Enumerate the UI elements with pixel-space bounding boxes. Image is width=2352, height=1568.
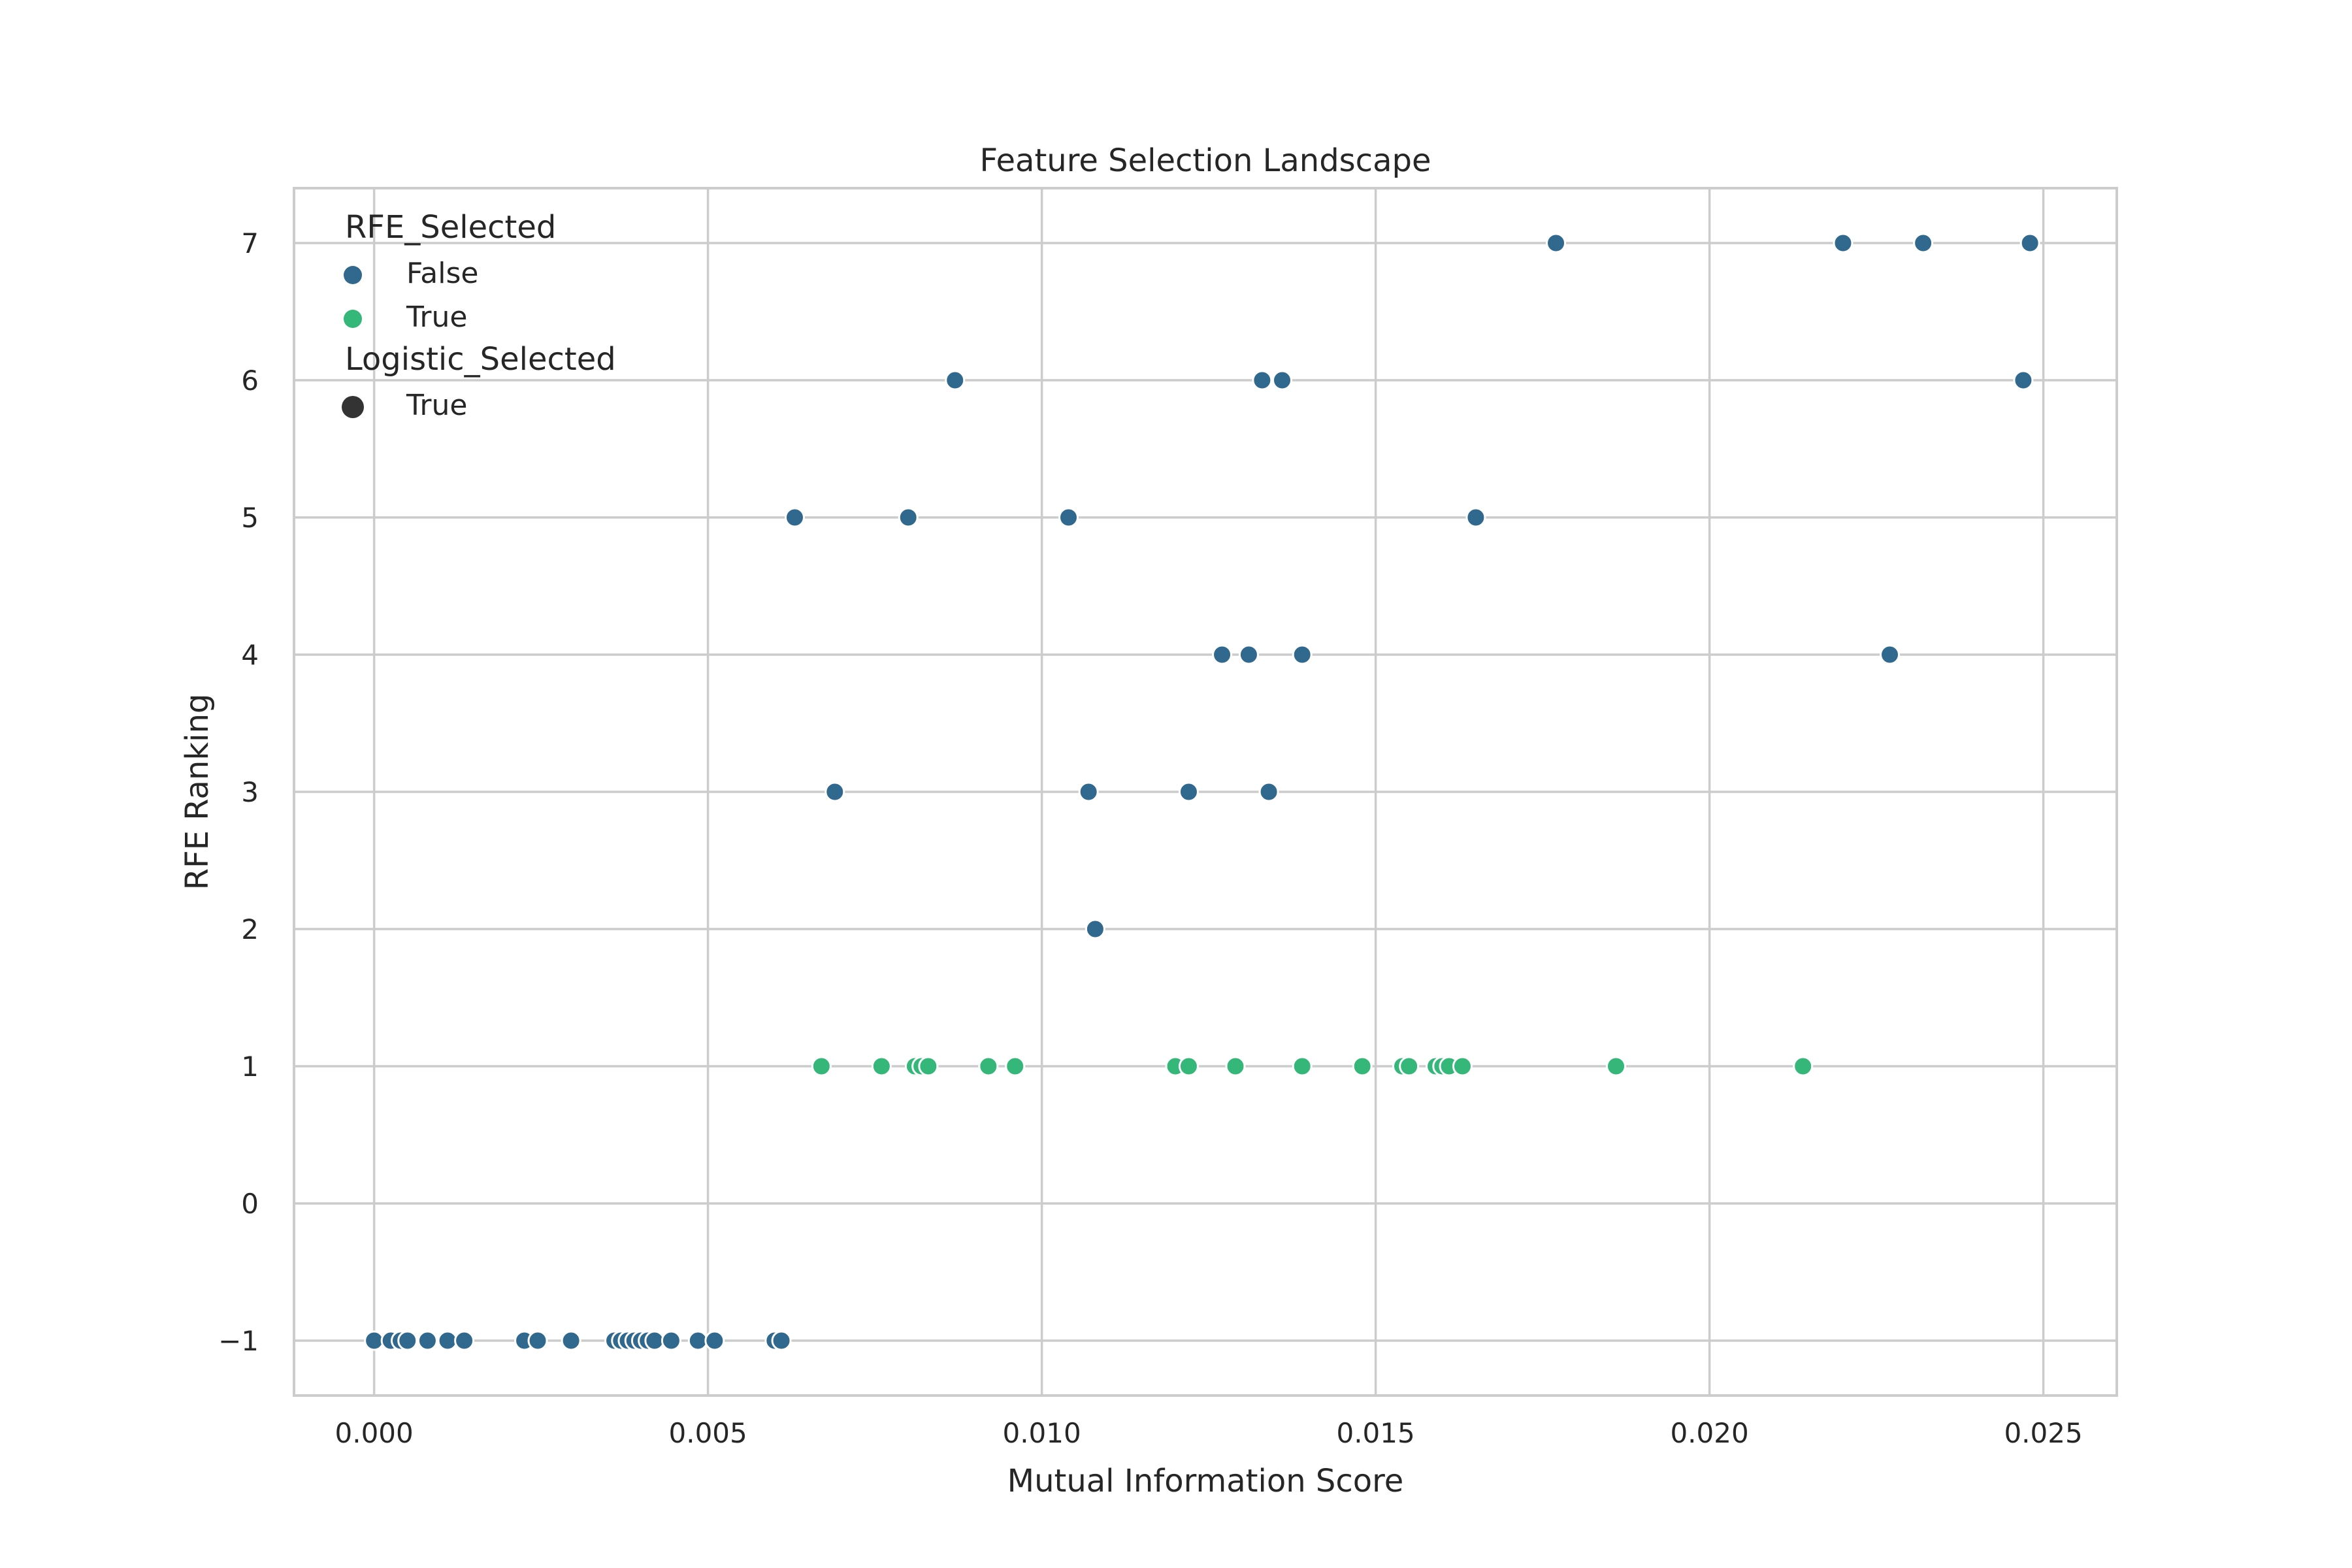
data-point bbox=[918, 1056, 939, 1077]
data-points bbox=[364, 233, 2040, 1351]
chart-title: Feature Selection Landscape bbox=[980, 142, 1431, 179]
legend: RFE_Selected False True Logistic_Selecte… bbox=[342, 209, 616, 422]
data-point bbox=[1238, 644, 1259, 665]
x-tick-label: 0.025 bbox=[2004, 1417, 2082, 1449]
x-tick-label: 0.000 bbox=[335, 1417, 414, 1449]
data-point bbox=[661, 1330, 681, 1351]
y-tick-label: 1 bbox=[241, 1051, 259, 1083]
data-point bbox=[687, 1330, 708, 1351]
data-point bbox=[978, 1056, 999, 1077]
data-point bbox=[1292, 644, 1313, 665]
x-tick-label: 0.020 bbox=[1670, 1417, 1748, 1449]
y-tick-label: 7 bbox=[241, 227, 259, 259]
data-point bbox=[1085, 919, 1105, 939]
data-point bbox=[1272, 370, 1293, 391]
data-point bbox=[644, 1330, 665, 1351]
data-point bbox=[397, 1330, 418, 1351]
grid bbox=[294, 188, 2117, 1396]
data-point bbox=[811, 1056, 832, 1077]
data-point bbox=[771, 1330, 792, 1351]
data-point bbox=[561, 1330, 581, 1351]
legend-marker-logistic-true bbox=[342, 396, 364, 418]
y-tick-label: 3 bbox=[241, 776, 259, 808]
x-tick-label: 0.015 bbox=[1336, 1417, 1414, 1449]
data-point bbox=[1880, 644, 1901, 665]
data-point bbox=[1913, 233, 1934, 253]
data-point bbox=[454, 1330, 475, 1351]
data-point bbox=[1292, 1056, 1313, 1077]
x-tick-labels: 0.000 0.005 0.010 0.015 0.020 0.025 bbox=[335, 1417, 2083, 1449]
series-true bbox=[811, 1056, 1814, 1077]
legend-label-logistic-true: True bbox=[406, 389, 467, 422]
x-tick-label: 0.005 bbox=[669, 1417, 747, 1449]
data-point bbox=[1465, 507, 1486, 528]
data-point bbox=[1833, 233, 1854, 253]
y-tick-label: 4 bbox=[241, 639, 259, 671]
plot-frame bbox=[293, 187, 2118, 1397]
legend-marker-false bbox=[344, 266, 362, 284]
y-tick-label: 6 bbox=[241, 365, 259, 397]
data-point bbox=[1546, 233, 1567, 253]
y-tick-label: 5 bbox=[241, 502, 259, 534]
data-point bbox=[1399, 1056, 1420, 1077]
data-point bbox=[1258, 781, 1279, 802]
y-axis-label: RFE Ranking bbox=[179, 694, 216, 890]
x-tick-label: 0.010 bbox=[1002, 1417, 1081, 1449]
data-point bbox=[417, 1330, 438, 1351]
data-point bbox=[437, 1330, 458, 1351]
legend-hue-title: RFE_Selected bbox=[345, 209, 556, 246]
y-tick-label: 0 bbox=[241, 1188, 259, 1220]
data-point bbox=[945, 370, 966, 391]
data-point bbox=[1212, 644, 1233, 665]
data-point bbox=[364, 1330, 385, 1351]
legend-style-title: Logistic_Selected bbox=[345, 341, 616, 378]
y-tick-labels: −1 0 1 2 3 4 5 6 7 bbox=[218, 227, 259, 1357]
data-point bbox=[898, 507, 919, 528]
legend-label-false: False bbox=[406, 257, 478, 290]
data-point bbox=[527, 1330, 548, 1351]
data-point bbox=[1078, 781, 1099, 802]
data-point bbox=[1178, 781, 1199, 802]
data-point bbox=[2019, 233, 2040, 253]
legend-label-true: True bbox=[406, 301, 467, 334]
data-point bbox=[1252, 370, 1273, 391]
data-point bbox=[1793, 1056, 1814, 1077]
data-point bbox=[1005, 1056, 1026, 1077]
data-point bbox=[1452, 1056, 1473, 1077]
data-point bbox=[784, 507, 805, 528]
data-point bbox=[1225, 1056, 1246, 1077]
data-point bbox=[2013, 370, 2034, 391]
data-point bbox=[1606, 1056, 1627, 1077]
data-point bbox=[1178, 1056, 1199, 1077]
data-point bbox=[825, 781, 845, 802]
data-point bbox=[871, 1056, 892, 1077]
y-tick-label: −1 bbox=[218, 1325, 259, 1357]
data-point bbox=[704, 1330, 725, 1351]
y-tick-label: 2 bbox=[241, 913, 259, 945]
data-point bbox=[1058, 507, 1079, 528]
legend-marker-true bbox=[344, 310, 362, 328]
series-false bbox=[364, 233, 2040, 1351]
data-point bbox=[1352, 1056, 1373, 1077]
x-axis-label: Mutual Information Score bbox=[1007, 1463, 1404, 1499]
